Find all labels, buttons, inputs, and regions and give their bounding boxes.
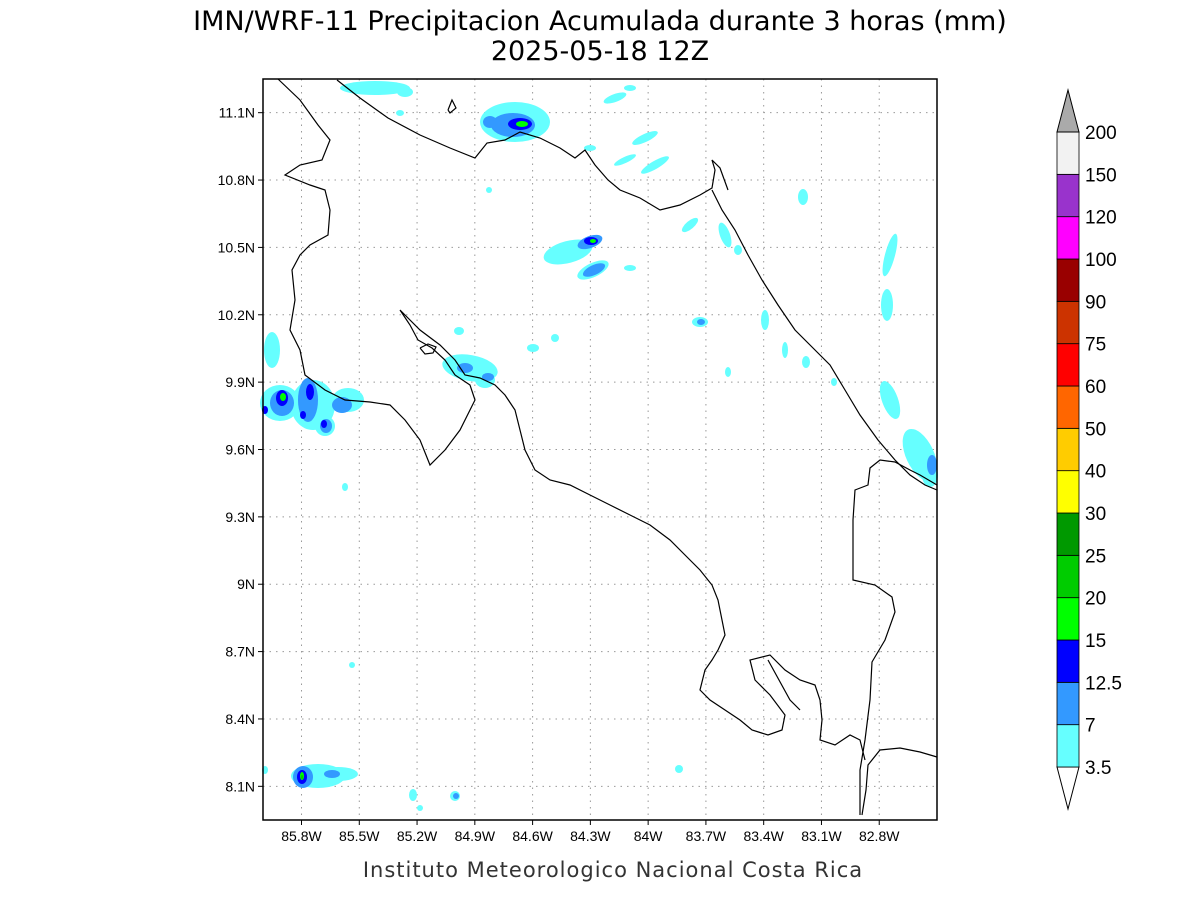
colorbar-swatch: [1056, 131, 1080, 175]
colorbar-label: 120: [1085, 208, 1117, 229]
title-line-2: 2025-05-18 12Z: [491, 36, 709, 67]
colorbar-label: 12.5: [1085, 673, 1122, 694]
lon-tick-label: 83.1W: [801, 828, 842, 844]
colorbar-lower-arrow: [1056, 766, 1080, 811]
colorbar-swatch: [1056, 343, 1080, 387]
lat-tick-label: 9.3N: [225, 509, 255, 525]
colorbar-label: 50: [1085, 419, 1106, 440]
colorbar-swatch: [1056, 597, 1080, 641]
colorbar-label: 90: [1085, 292, 1106, 313]
lon-tick-label: 85.2W: [397, 828, 438, 844]
colorbar-swatch: [1056, 216, 1080, 260]
lat-tick-label: 10.2N: [218, 307, 255, 323]
colorbar-swatch: [1056, 385, 1080, 429]
title-line-1: IMN/WRF-11 Precipitacion Acumulada duran…: [193, 6, 1007, 37]
lon-tick-label: 83.4W: [743, 828, 784, 844]
colorbar-swatch: [1056, 427, 1080, 472]
lon-tick-label: 83.7W: [686, 828, 727, 844]
colorbar-label: 150: [1085, 165, 1117, 186]
colorbar-label: 75: [1085, 335, 1106, 356]
lat-tick-label: 9.9N: [225, 374, 255, 390]
colorbar-swatch: [1056, 639, 1080, 683]
colorbar-swatch: [1056, 512, 1080, 556]
colorbar-swatch: [1056, 300, 1080, 345]
lon-tick-label: 84.6W: [512, 828, 553, 844]
lon-tick-label: 84.3W: [570, 828, 611, 844]
lat-tick-label: 10.8N: [218, 172, 255, 188]
lat-tick-label: 10.5N: [218, 239, 255, 255]
colorbar-upper-arrow: [1056, 88, 1080, 133]
colorbar-swatch: [1056, 470, 1080, 514]
lon-tick-label: 84W: [634, 828, 664, 844]
colorbar-label: 25: [1085, 546, 1106, 567]
lat-tick-label: 8.7N: [225, 644, 255, 660]
lat-tick-label: 9.6N: [225, 442, 255, 458]
colorbar-label: 200: [1085, 123, 1117, 144]
colorbar-label: 40: [1085, 462, 1106, 483]
colorbar: 3.5 7 12.5 15 20 25 30 40 50 60 75 90 100 120 150 200: [1056, 88, 1122, 811]
lat-tick-label: 8.4N: [225, 711, 255, 727]
lon-tick-label: 85.8W: [281, 828, 322, 844]
lon-tick-label: 84.9W: [455, 828, 496, 844]
lat-tick-label: 9N: [237, 576, 255, 592]
colorbar-label: 60: [1085, 377, 1106, 398]
colorbar-swatch: [1056, 554, 1080, 599]
colorbar-label: 3.5: [1085, 758, 1111, 779]
colorbar-label: 30: [1085, 504, 1106, 525]
colorbar-swatch: [1056, 681, 1080, 726]
lon-tick-label: 82.8W: [859, 828, 900, 844]
colorbar-label: 100: [1085, 250, 1117, 271]
map-panel: [260, 78, 938, 821]
lat-tick-label: 8.1N: [225, 778, 255, 794]
colorbar-swatch: [1056, 173, 1080, 218]
footer-text: Instituto Meteorologico Nacional Costa R…: [363, 858, 863, 882]
colorbar-label: 7: [1085, 716, 1096, 737]
colorbar-label: 20: [1085, 589, 1106, 610]
lat-tick-label: 11.1N: [219, 105, 255, 121]
coastline: [277, 78, 938, 816]
latitude-tick-labels: 11.1N 10.8N 10.5N 10.2N 9.9N 9.6N 9.3N 9N 8.7N 8.…: [218, 105, 263, 794]
longitude-tick-labels: 85.8W 85.5W 85.2W 84.9W 84.6W 84.3W 84W 83.7W 83…: [281, 820, 900, 844]
map-background: [263, 79, 937, 820]
grid-lines: [263, 79, 937, 820]
colorbar-swatch: [1056, 258, 1080, 302]
colorbar-label: 15: [1085, 631, 1106, 652]
lon-tick-label: 85.5W: [339, 828, 380, 844]
colorbar-swatch: [1056, 724, 1080, 768]
